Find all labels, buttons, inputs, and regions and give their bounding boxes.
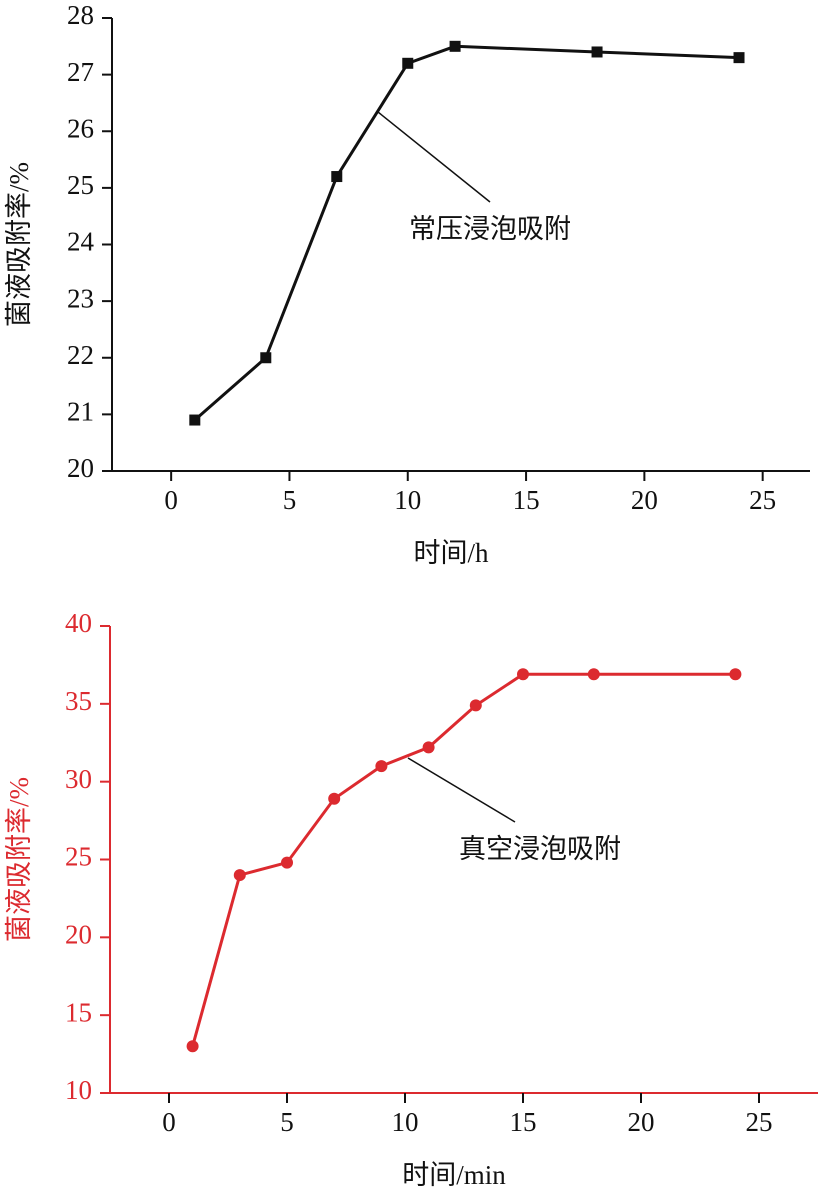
- x-tick-label: 25: [746, 1107, 773, 1137]
- y-tick-label: 25: [67, 170, 94, 200]
- y-axis-label: 菌液吸附率/%: [4, 162, 34, 327]
- y-tick-label: 35: [65, 686, 92, 716]
- x-tick-label: 0: [162, 1107, 176, 1137]
- y-tick-label: 30: [65, 764, 92, 794]
- x-tick-label: 15: [510, 1107, 537, 1137]
- marker: [469, 699, 482, 712]
- x-axis-label: 时间/h: [413, 538, 489, 568]
- y-axis-label: 菌液吸附率/%: [4, 777, 34, 942]
- y-tick-label: 21: [67, 397, 94, 427]
- marker: [375, 760, 388, 773]
- marker: [591, 46, 603, 58]
- x-tick-label: 5: [280, 1107, 294, 1137]
- x-tick-label: 0: [164, 485, 178, 515]
- x-tick-label: 10: [392, 1107, 419, 1137]
- annotation-leader: [407, 757, 516, 823]
- y-tick-label: 20: [67, 453, 94, 483]
- x-tick-label: 15: [513, 485, 540, 515]
- y-tick-label: 22: [67, 340, 94, 370]
- marker: [449, 40, 461, 52]
- marker: [517, 668, 529, 681]
- y-tick-label: 27: [67, 57, 94, 87]
- annotation: 常压浸泡吸附: [409, 214, 571, 244]
- x-tick-label: 20: [631, 485, 658, 515]
- y-tick-label: 25: [65, 842, 92, 872]
- marker: [422, 741, 435, 754]
- y-tick-label: 20: [65, 920, 92, 950]
- y-tick-label: 28: [67, 0, 94, 30]
- y-tick-label: 26: [67, 113, 94, 143]
- marker: [281, 856, 293, 869]
- y-tick-label: 24: [67, 227, 95, 257]
- y-tick-label: 23: [67, 283, 94, 313]
- x-tick-label: 20: [628, 1107, 655, 1137]
- marker: [186, 1040, 199, 1053]
- x-axis-label: 时间/min: [402, 1160, 506, 1190]
- annotation: 真空浸泡吸附: [459, 834, 621, 864]
- x-tick-label: 5: [283, 485, 297, 515]
- marker: [260, 352, 272, 364]
- y-tick-label: 10: [65, 1075, 92, 1105]
- x-tick-label: 10: [394, 485, 421, 515]
- marker: [189, 414, 201, 426]
- marker: [587, 668, 600, 681]
- x-tick-label: 25: [749, 485, 776, 515]
- y-tick-label: 40: [65, 608, 92, 638]
- y-tick-label: 15: [65, 997, 92, 1027]
- annotation-leader: [377, 111, 491, 203]
- marker: [402, 57, 414, 69]
- marker: [729, 668, 742, 681]
- data-line: [191, 672, 736, 1047]
- marker: [733, 52, 745, 64]
- marker: [233, 869, 246, 882]
- marker: [331, 171, 343, 183]
- marker: [328, 792, 341, 805]
